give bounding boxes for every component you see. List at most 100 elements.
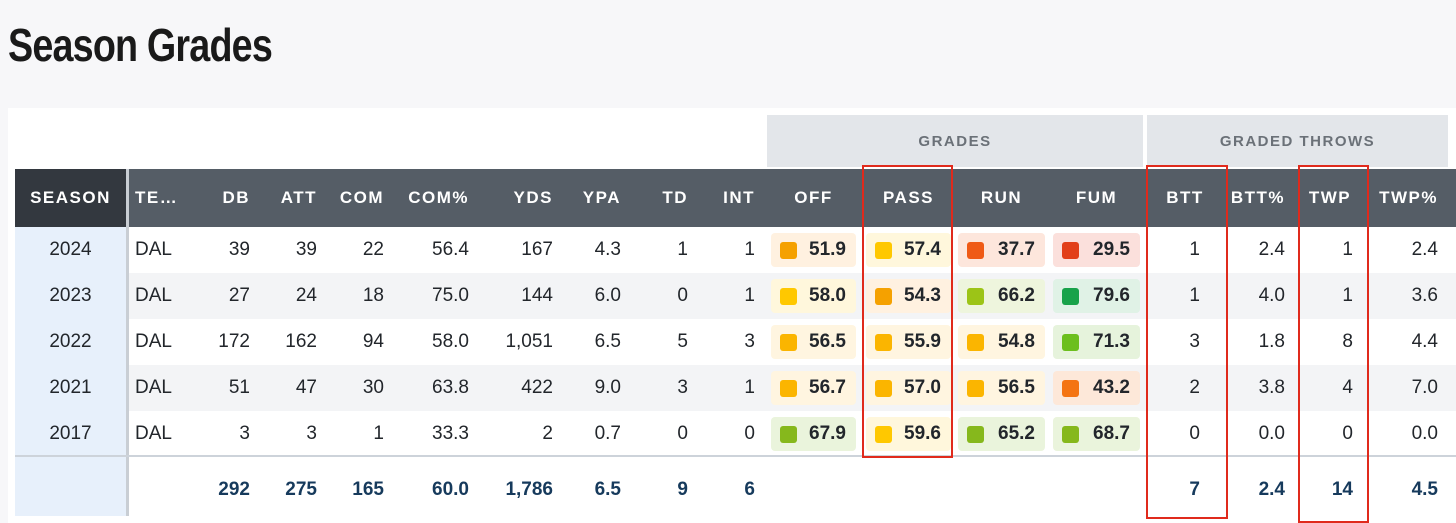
grade-color-icon [780,334,797,351]
total-int: 6 [744,479,755,500]
column-header-att[interactable]: ATT [280,188,317,207]
grade-color-icon [875,380,892,397]
pass-grade-value: 57.0 [904,377,941,398]
run-grade-value: 56.5 [998,377,1035,398]
com-pct-cell: 56.4 [432,239,469,260]
column-header-db[interactable]: DB [222,188,250,207]
fum-grade-value: 68.7 [1093,423,1130,444]
pass-grade-cell: 59.6 [866,417,951,451]
column-header-btt-pct[interactable]: BTT% [1230,188,1285,207]
com-cell: 30 [362,377,384,398]
twp-pct-cell: 4.4 [1411,331,1438,352]
total-com-pct: 60.0 [432,479,469,500]
btt-cell: 1 [1189,285,1200,306]
season-cell: 2021 [49,377,92,398]
pass-grade-value: 59.6 [904,423,941,444]
run-grade-cell: 54.8 [958,325,1045,359]
db-cell: 27 [228,285,250,306]
db-cell: 39 [228,239,250,260]
grades-group-header: GRADES [767,115,1143,167]
td-cell: 5 [677,331,688,352]
run-grade-value: 65.2 [998,423,1035,444]
off-grade-value: 51.9 [809,239,846,260]
column-header-ypa[interactable]: YPA [582,188,621,207]
total-btt: 7 [1189,479,1200,500]
pass-grade-value: 57.4 [904,239,941,260]
column-header-te[interactable]: TE… [135,188,179,207]
btt-cell: 1 [1189,239,1200,260]
column-header-pass[interactable]: PASS [882,188,935,207]
com-cell: 1 [373,423,384,444]
ypa-cell: 6.0 [594,285,621,306]
column-header-btt[interactable]: BTT [1166,188,1204,207]
season-cell: 2022 [49,331,92,352]
pass-grade-cell: 55.9 [866,325,951,359]
column-header-com-pct[interactable]: COM% [408,188,469,207]
column-header-yds[interactable]: YDS [513,188,553,207]
page-title: Season Grades [8,19,273,71]
column-header-twp[interactable]: TWP [1308,188,1352,207]
ypa-cell: 9.0 [594,377,621,398]
twp-cell: 1 [1342,239,1353,260]
int-cell: 0 [744,423,755,444]
grade-color-icon [967,288,984,305]
td-cell: 1 [677,239,688,260]
twp-cell: 0 [1342,423,1353,444]
grade-color-icon [967,426,984,443]
pass-grade-cell: 57.0 [866,371,951,405]
off-grade-cell: 56.7 [771,371,856,405]
column-header-run[interactable]: RUN [980,188,1023,207]
ypa-cell: 6.5 [594,331,621,352]
highlight-btt-column [1146,165,1228,519]
column-header-int[interactable]: INT [723,188,755,207]
twp-cell: 8 [1342,331,1353,352]
season-cell: 2024 [49,239,92,260]
grade-color-icon [1062,380,1079,397]
btt-cell: 2 [1189,377,1200,398]
btt-pct-cell: 4.0 [1258,285,1285,306]
twp-pct-cell: 0.0 [1411,423,1438,444]
highlight-twp-column [1298,165,1369,523]
column-header-com[interactable]: COM [339,188,384,207]
twp-pct-cell: 7.0 [1411,377,1438,398]
pass-grade-value: 55.9 [904,331,941,352]
season-cell: 2023 [49,285,92,306]
int-cell: 3 [744,331,755,352]
btt-cell: 3 [1189,331,1200,352]
run-grade-value: 54.8 [998,331,1035,352]
total-db: 292 [218,479,250,500]
btt-pct-cell: 2.4 [1258,239,1285,260]
season-cell: 2017 [49,423,92,444]
com-pct-cell: 75.0 [432,285,469,306]
run-grade-cell: 56.5 [958,371,1045,405]
btt-pct-cell: 3.8 [1258,377,1285,398]
run-grade-cell: 66.2 [958,279,1045,313]
column-header-fum[interactable]: FUM [1075,188,1118,207]
column-header-off[interactable]: OFF [794,188,833,207]
att-cell: 162 [285,331,317,352]
att-cell: 3 [306,423,317,444]
grade-color-icon [1062,242,1079,259]
com-pct-cell: 33.3 [432,423,469,444]
column-header-td[interactable]: TD [662,188,688,207]
btt-pct-cell: 1.8 [1258,331,1285,352]
off-grade-cell: 51.9 [771,233,856,267]
column-header-twp-pct[interactable]: TWP% [1379,188,1438,207]
fum-grade-value: 29.5 [1093,239,1130,260]
run-grade-value: 37.7 [998,239,1035,260]
twp-pct-cell: 2.4 [1411,239,1438,260]
column-header-season[interactable]: SEASON [15,169,126,227]
total-twp: 14 [1331,479,1353,500]
grade-color-icon [875,334,892,351]
table-header [15,169,1456,227]
grade-color-icon [1062,334,1079,351]
ypa-cell: 4.3 [594,239,621,260]
int-cell: 1 [744,285,755,306]
graded-throws-group-header: GRADED THROWS [1147,115,1448,167]
com-cell: 94 [362,331,384,352]
fum-grade-cell: 71.3 [1053,325,1140,359]
pass-grade-value: 54.3 [904,285,941,306]
off-grade-cell: 58.0 [771,279,856,313]
btt-pct-cell: 0.0 [1258,423,1285,444]
fum-grade-cell: 79.6 [1053,279,1140,313]
